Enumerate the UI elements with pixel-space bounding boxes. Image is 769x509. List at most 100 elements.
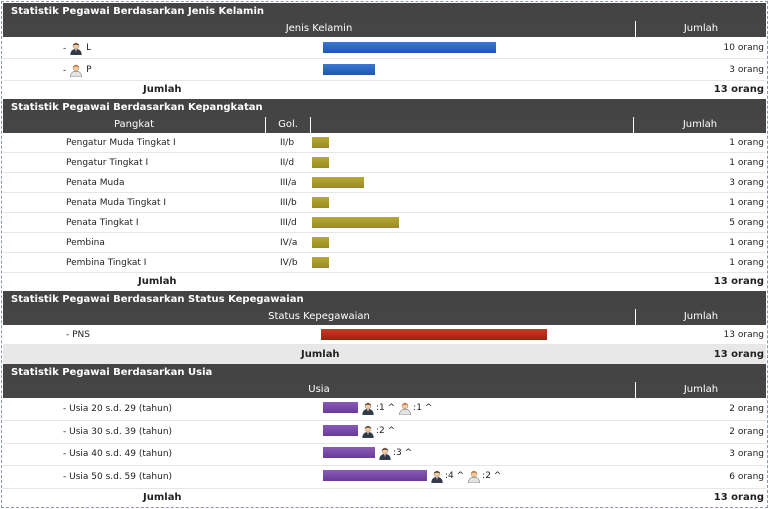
status-count: 13 orang xyxy=(723,330,764,340)
rank-grade: III/d xyxy=(280,218,297,228)
age-count: 2 orang xyxy=(729,404,764,414)
rank-section-title: Statistik Pegawai Berdasarkan Kepangkata… xyxy=(3,99,766,117)
age-gender-breakdown: :3 ^ xyxy=(378,446,415,460)
gender-table-header: Jenis Kelamin Jumlah xyxy=(3,21,766,37)
rank-label: Penata Muda xyxy=(66,178,125,188)
gender-section-title: Statistik Pegawai Berdasarkan Jenis Kela… xyxy=(3,3,766,21)
age-total-value: 13 orang xyxy=(713,492,764,503)
age-label: Usia 40 s.d. 49 (tahun) xyxy=(69,449,173,459)
male-count: :2 ^ xyxy=(376,425,396,436)
status-table-header: Status Kepegawaian Jumlah xyxy=(3,309,766,325)
list-bullet: - xyxy=(63,43,70,54)
age-col-header: Usia xyxy=(3,382,636,398)
age-total-label: Jumlah xyxy=(143,492,182,503)
list-bullet: - xyxy=(63,449,70,459)
rank-grade: II/b xyxy=(280,138,295,148)
age-total-row: Jumlah 13 orang xyxy=(3,489,766,507)
status-count-header: Jumlah xyxy=(683,311,719,322)
rank-grade: III/a xyxy=(280,178,297,188)
rank-total-value: 13 orang xyxy=(713,276,764,287)
list-bullet: - xyxy=(63,471,70,482)
list-bullet: - xyxy=(63,426,70,437)
table-row: Penata Tingkat I III/d 5 orang xyxy=(3,213,766,233)
rank-count: 1 orang xyxy=(729,238,764,248)
female-count: :1 ^ xyxy=(413,403,433,413)
gender-bar xyxy=(323,42,496,53)
age-bar xyxy=(323,447,375,458)
rank-count: 1 orang xyxy=(729,158,764,168)
status-label-wrap: - PNS xyxy=(66,330,90,340)
gender-row-label: - L xyxy=(63,41,91,55)
rank-label: Pembina Tingkat I xyxy=(66,258,147,268)
age-label-wrap: - Usia 30 s.d. 39 (tahun) xyxy=(63,427,172,437)
rank-bar xyxy=(312,177,364,188)
gender-col-header: Jenis Kelamin xyxy=(3,21,636,37)
age-bar xyxy=(323,402,358,413)
rank-total-label: Jumlah xyxy=(138,276,177,287)
rank-col-header: Pangkat xyxy=(3,117,266,133)
female-icon xyxy=(468,470,480,483)
rank-bar xyxy=(312,257,329,268)
male-icon xyxy=(362,402,374,415)
rank-grade: IV/a xyxy=(280,238,298,248)
rank-bar xyxy=(312,137,329,148)
gender-total-row: Jumlah 13 orang xyxy=(3,81,766,99)
rank-bar xyxy=(312,197,329,208)
status-bar xyxy=(321,329,547,340)
rank-label: Penata Tingkat I xyxy=(66,218,139,228)
rank-label: Pembina xyxy=(66,238,105,248)
age-section-title: Statistik Pegawai Berdasarkan Usia xyxy=(3,364,766,382)
gender-count: 3 orang xyxy=(729,65,764,75)
rank-count: 5 orang xyxy=(729,218,764,228)
male-count: :3 ^ xyxy=(393,448,413,458)
male-count: :1 ^ xyxy=(376,403,396,413)
gender-total-value: 13 orang xyxy=(713,84,764,95)
rank-bar-col-header xyxy=(311,117,634,133)
age-count: 2 orang xyxy=(729,426,764,437)
male-icon xyxy=(70,42,82,55)
rank-count: 1 orang xyxy=(729,198,764,208)
table-row: - P 3 orang xyxy=(3,59,766,81)
status-total-value: 13 orang xyxy=(713,349,764,360)
rank-count: 1 orang xyxy=(729,258,764,268)
list-bullet: - xyxy=(63,404,70,414)
rank-grade: III/b xyxy=(280,198,297,208)
table-row: - PNS 13 orang xyxy=(3,325,766,345)
table-row: - Usia 30 s.d. 39 (tahun) :2 ^ 2 orang xyxy=(3,421,766,444)
rank-table-header: Pangkat Gol. Jumlah xyxy=(3,117,766,133)
rank-total-row: Jumlah 13 orang xyxy=(3,273,766,291)
grade-col-header: Gol. xyxy=(266,117,311,133)
male-icon xyxy=(362,425,374,438)
gender-label: L xyxy=(86,43,92,53)
age-gender-breakdown: :2 ^ xyxy=(361,424,398,438)
age-count-header: Jumlah xyxy=(683,384,719,395)
rank-count-header: Jumlah xyxy=(682,119,718,130)
table-row: - L 10 orang xyxy=(3,37,766,59)
table-row: Pengatur Muda Tingkat I II/b 1 orang xyxy=(3,133,766,153)
age-gender-breakdown: :4 ^:2 ^ xyxy=(430,469,504,483)
female-count: :2 ^ xyxy=(482,470,502,481)
gender-count: 10 orang xyxy=(723,43,764,53)
table-row: - Usia 20 s.d. 29 (tahun):1 ^:1 ^ 2 orang xyxy=(3,398,766,421)
status-section-title: Statistik Pegawai Berdasarkan Status Kep… xyxy=(3,291,766,309)
gender-count-header: Jumlah xyxy=(683,23,719,34)
age-label: Usia 50 s.d. 59 (tahun) xyxy=(69,471,173,482)
age-table-header: Usia Jumlah xyxy=(3,382,766,398)
rank-grade: IV/b xyxy=(280,258,298,268)
rank-count: 3 orang xyxy=(729,178,764,188)
list-bullet: - xyxy=(63,65,70,76)
rank-label: Penata Muda Tingkat I xyxy=(66,198,167,208)
gender-row-label: - P xyxy=(63,63,92,77)
age-bar xyxy=(323,424,358,436)
age-gender-breakdown: :1 ^ :1 ^ xyxy=(361,401,435,415)
age-label: Usia 30 s.d. 39 (tahun) xyxy=(69,426,173,437)
table-row: Penata Muda Tingkat I III/b 1 orang xyxy=(3,193,766,213)
rank-grade: II/d xyxy=(280,158,295,168)
rank-label: Pengatur Muda Tingkat I xyxy=(66,138,176,148)
gender-bar xyxy=(323,64,375,75)
status-total-row: Jumlah 13 orang xyxy=(3,345,766,364)
table-row: Penata Muda III/a 3 orang xyxy=(3,173,766,193)
age-count: 6 orang xyxy=(729,471,764,482)
age-count: 3 orang xyxy=(729,449,764,459)
